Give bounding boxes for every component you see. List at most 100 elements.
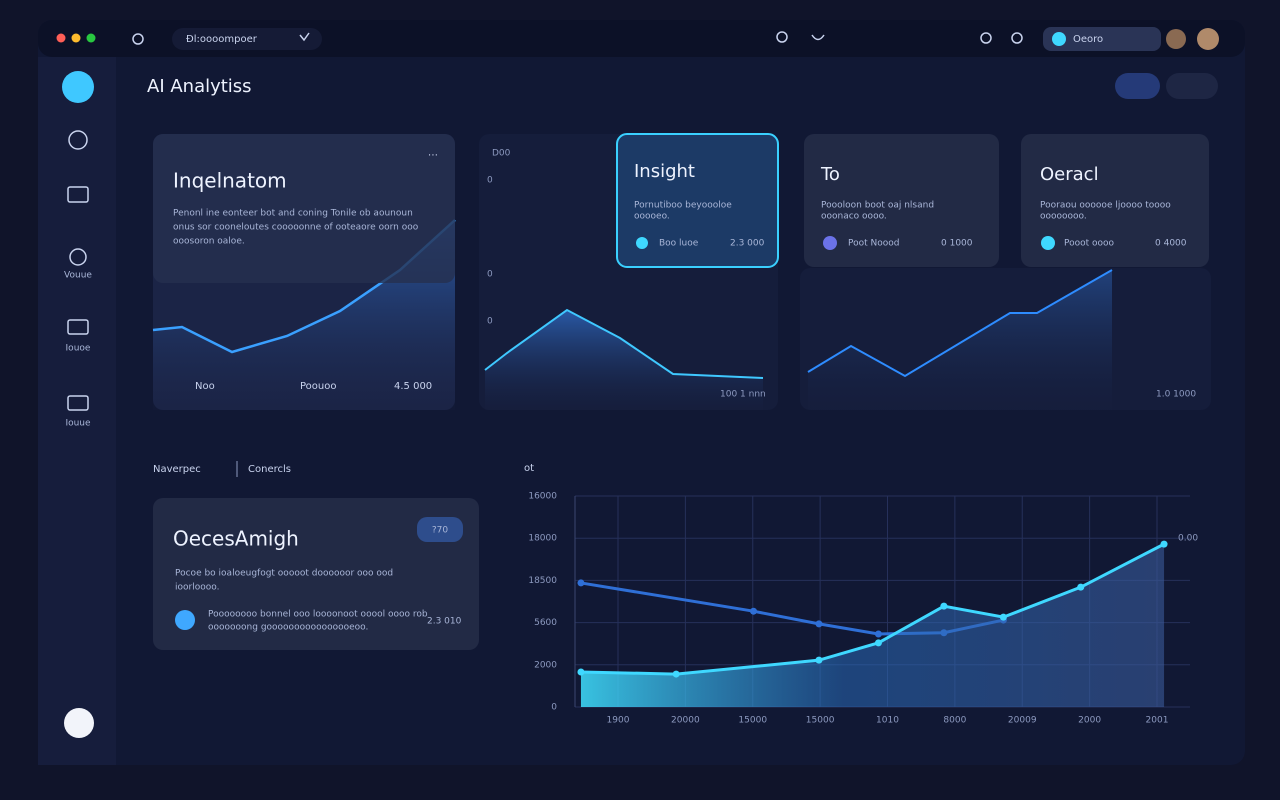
- settings-button[interactable]: [64, 708, 94, 738]
- y-tick-label: 0: [551, 703, 557, 713]
- nav-icon[interactable]: [69, 248, 87, 266]
- detail-icon: [175, 610, 195, 630]
- card-value: 0 4000: [1155, 239, 1187, 249]
- panel-footnote: 100 1 nnn: [720, 390, 766, 400]
- nav-icon[interactable]: [67, 395, 89, 411]
- y-tick-label: 5600: [534, 618, 557, 628]
- data-point: [1160, 540, 1168, 548]
- home-icon[interactable]: [132, 33, 144, 45]
- panel-tick: 0: [487, 317, 493, 327]
- data-point: [1077, 583, 1085, 591]
- maximize-button[interactable]: [86, 33, 96, 43]
- card[interactable]: [1021, 134, 1209, 267]
- search-icon[interactable]: [980, 32, 992, 44]
- minimize-button[interactable]: [71, 33, 81, 43]
- chart-title: ot: [524, 463, 534, 474]
- nav-label[interactable]: Vouue: [64, 271, 92, 281]
- badge-label: ?70: [432, 526, 449, 536]
- card-text: onus sor cooneloutes cooooonne of ooteao…: [173, 223, 419, 233]
- sidebar: [38, 57, 116, 765]
- chip-icon: [823, 236, 837, 250]
- detail-value: 2.3 010: [427, 617, 462, 627]
- card-footer: 4.5 000: [394, 381, 432, 392]
- nav-icon[interactable]: [67, 186, 89, 203]
- data-point: [750, 607, 757, 615]
- card-text: Poooloon boot oaj nlsand: [821, 201, 934, 211]
- top-bar: [38, 20, 1245, 57]
- card-value: 2.3 000: [730, 239, 765, 249]
- y-tick-label: 18000: [528, 534, 557, 544]
- data-point: [874, 639, 882, 647]
- x-tick-label: 20000: [671, 716, 700, 726]
- data-point: [940, 602, 948, 610]
- card-text: oooooooo.: [1040, 212, 1087, 222]
- user-chip-label: Oeoro: [1073, 34, 1103, 45]
- card-chip: Boo luoe: [659, 239, 699, 249]
- card-title: To: [820, 164, 840, 185]
- dropdown-icon[interactable]: [299, 32, 310, 42]
- y-tick-label: 2000: [534, 660, 557, 670]
- user-chip-icon: [1052, 32, 1066, 46]
- panel-footnote: 1.0 1000: [1156, 390, 1196, 400]
- nav-label[interactable]: Iouue: [65, 419, 91, 429]
- data-point: [874, 630, 882, 638]
- filter-icon[interactable]: [811, 34, 825, 41]
- data-point: [577, 668, 585, 676]
- data-point: [672, 670, 680, 678]
- panel-line: [807, 269, 1113, 378]
- detail-text: ioorloooo.: [175, 583, 219, 593]
- close-button[interactable]: [56, 33, 66, 43]
- card-title: Insight: [634, 161, 695, 182]
- card-text: Pornutiboo beyoooloe: [634, 201, 732, 211]
- user-chip[interactable]: [1043, 27, 1161, 51]
- detail-note: ooooooong goooooooooooooooeoo.: [208, 623, 368, 633]
- panel-tick: D00: [492, 149, 511, 159]
- card-header: [153, 134, 455, 283]
- panel-tick: 0: [487, 176, 493, 186]
- detail-card[interactable]: [153, 498, 479, 650]
- y-tick-label: 18500: [528, 576, 557, 586]
- card-text: ooosoron oaloe.: [173, 237, 245, 247]
- notification-icon[interactable]: [1011, 32, 1023, 44]
- nav-icon[interactable]: [67, 319, 89, 335]
- line-chart: 0 2000 5600 18500 18000 16000 1900 20000 15000 15…: [528, 492, 1198, 726]
- data-point: [577, 579, 585, 587]
- x-tick-label: 2001: [1146, 716, 1169, 726]
- search-icon[interactable]: [776, 31, 788, 43]
- address-bar[interactable]: [172, 28, 322, 50]
- card-title: Oeracl: [1040, 164, 1099, 185]
- toolbar-button[interactable]: [1115, 73, 1160, 99]
- section-tab[interactable]: Naverpec: [153, 464, 201, 475]
- chip-icon: [1041, 236, 1055, 250]
- toolbar-button[interactable]: [1166, 73, 1218, 99]
- x-tick-label: 15000: [738, 716, 767, 726]
- detail-text: Pocoe bo ioaloeugfogt ooooot doooooor oo…: [175, 569, 393, 579]
- series-area: [580, 544, 1165, 707]
- section-tab[interactable]: Conercls: [248, 464, 291, 475]
- panel-area: [485, 310, 763, 410]
- detail-note: Poooooooo bonnel ooo loooonoot ooool ooo…: [208, 610, 428, 620]
- nav-label[interactable]: Iouoe: [66, 344, 91, 354]
- card-value: 0 1000: [941, 239, 973, 249]
- y-tick-label: 16000: [528, 492, 557, 502]
- x-tick-label: 2000: [1078, 716, 1101, 726]
- page-title: AI Analytiss: [147, 76, 252, 97]
- insight-card[interactable]: [616, 133, 779, 268]
- avatar[interactable]: [1166, 29, 1186, 49]
- sidebar-logo[interactable]: [62, 71, 94, 103]
- detail-title: OecesAmigh: [173, 527, 299, 551]
- x-tick-label: 1010: [876, 716, 899, 726]
- more-button[interactable]: ⋯: [428, 150, 438, 161]
- x-tick-label: 8000: [943, 716, 966, 726]
- x-tick-label: 15000: [806, 716, 835, 726]
- card[interactable]: [804, 134, 999, 267]
- address-text: Ðl:oooompoer: [186, 34, 258, 45]
- card-title: Inqelnatom: [173, 169, 287, 193]
- avatar[interactable]: [1197, 28, 1219, 50]
- x-tick-label: 20009: [1008, 716, 1037, 726]
- series-line: [580, 542, 1165, 676]
- end-label: 0.00: [1178, 534, 1198, 544]
- card-chip: Poot Noood: [848, 239, 899, 249]
- nav-icon[interactable]: [68, 130, 88, 150]
